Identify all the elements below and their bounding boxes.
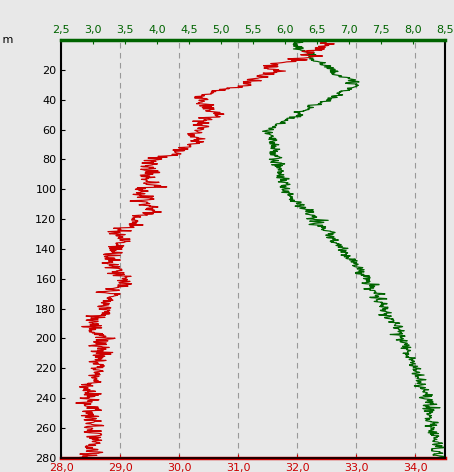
Text: 0 m: 0 m <box>0 35 13 45</box>
